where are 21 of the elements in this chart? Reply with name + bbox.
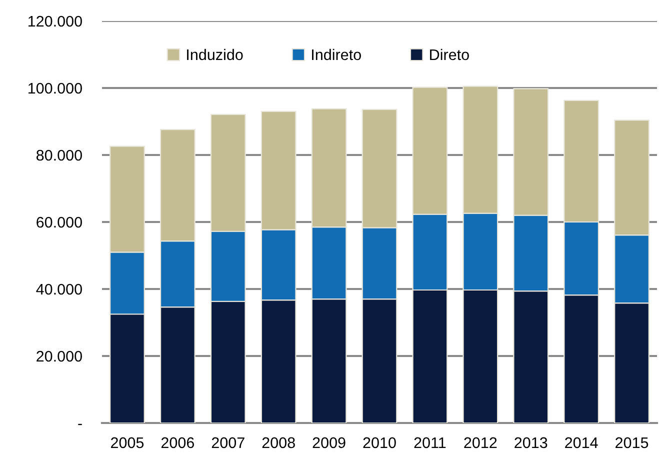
legend-label: Direto [430,48,469,60]
y-tick-label: 60.000 [36,216,82,228]
x-tick-label: 2008 [262,437,295,448]
x-tick-label: 2006 [161,437,194,448]
legend-label: Indireto [312,48,361,60]
y-tick-label: - [78,424,82,426]
x-tick-label: 2005 [111,437,144,448]
x-tick-label: 2010 [363,437,396,448]
x-tick-label: 2007 [212,437,244,448]
x-tick-label: 2011 [414,437,446,448]
y-tick-label: 20.000 [36,350,82,362]
y-tick-label: 80.000 [36,150,82,161]
y-tick-label: 40.000 [36,284,82,295]
x-tick-label: 2013 [514,437,548,448]
x-tick-label: 2014 [565,437,598,448]
y-tick-label: 120.000 [28,16,82,27]
x-tick-label: 2009 [312,437,346,448]
y-tick-label: 100.000 [28,82,82,94]
x-tick-label: 2012 [464,437,497,448]
legend-label: Induzido [187,48,243,60]
x-tick-label: 2015 [616,437,648,448]
